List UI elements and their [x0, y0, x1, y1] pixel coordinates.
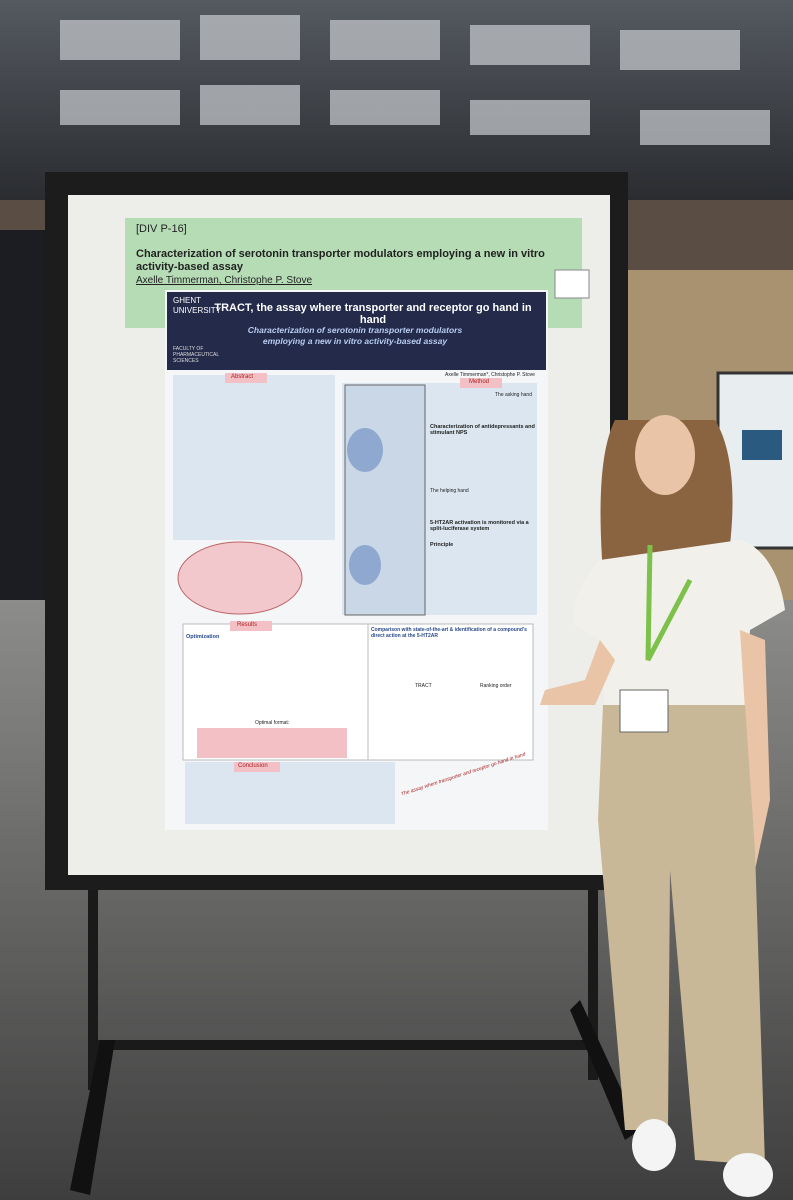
method-label: The helping hand	[430, 488, 469, 494]
poster-authors: Axelle Timmerman*, Christophe P. Stove	[445, 372, 535, 378]
results-label: Comparison with state-of-the-art & ident…	[371, 627, 527, 639]
badge	[619, 689, 669, 733]
method-label: Principle	[430, 542, 454, 548]
poster-code: [DIV P-16]	[136, 223, 187, 235]
stand-foot	[570, 1000, 640, 1140]
method-label: Characterization of antidepressants and …	[430, 424, 535, 436]
poster-banner	[167, 292, 546, 370]
shoe	[632, 1119, 676, 1171]
synapse-diagram	[177, 541, 303, 615]
results-label: Optimization	[186, 634, 220, 640]
section-tag	[460, 378, 502, 388]
shoe	[723, 1153, 773, 1197]
arm	[735, 630, 770, 870]
nucleus	[347, 428, 383, 472]
stand-foot	[70, 1040, 115, 1195]
banner-subtitle: Characterization of serotonin transporte…	[247, 325, 463, 346]
method-label: 5-HT2AR activation is monitored via a sp…	[430, 520, 529, 532]
header-title: Characterization of serotonin transporte…	[136, 248, 545, 273]
section-tag	[234, 762, 280, 772]
other-poster-image	[742, 430, 782, 460]
method-label: The asking hand	[495, 392, 532, 398]
section-title: Method	[469, 379, 490, 385]
lanyard	[645, 544, 693, 662]
arm	[540, 640, 615, 705]
trousers	[598, 705, 765, 1165]
results-label: Optimal format:	[255, 720, 290, 726]
stand-leg	[588, 880, 598, 1080]
faculty: FACULTY OF PHARMACEUTICAL SCIENCES	[173, 346, 219, 364]
nucleus	[349, 545, 381, 585]
results-label: TRACT	[415, 683, 432, 689]
comparison-box	[367, 623, 534, 761]
ceiling-panels	[60, 15, 770, 145]
stand-bar	[96, 1040, 596, 1050]
section-title: Conclusion	[238, 763, 268, 769]
abstract-box	[173, 375, 335, 540]
stand-leg	[88, 880, 98, 1090]
header-authors: Axelle Timmerman, Christophe P. Stove	[136, 275, 313, 286]
university-logo: GHENT UNIVERSITY	[173, 296, 222, 315]
banner-title: TRACT, the assay where transporter and r…	[214, 302, 532, 326]
conclusion-box	[185, 762, 395, 824]
face	[635, 415, 695, 495]
section-tag	[225, 373, 267, 383]
results-label: Ranking order	[480, 683, 512, 689]
section-title: Results	[237, 622, 258, 628]
section-tag	[230, 621, 272, 631]
optimal-format-box	[197, 728, 347, 758]
section-title: Abstract	[231, 374, 254, 380]
logo-sticker	[554, 269, 590, 299]
shirt	[573, 540, 785, 710]
